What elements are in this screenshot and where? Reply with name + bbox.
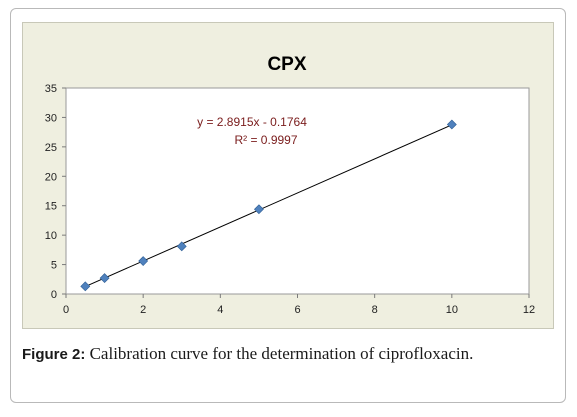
y-tick-label: 5 [51,260,57,272]
y-tick-label: 0 [51,289,57,301]
x-tick-label: 10 [446,304,458,316]
caption-label: Figure 2: [22,346,86,363]
caption-text: Calibration curve for the determination … [85,344,474,363]
x-tick-label: 4 [217,304,223,316]
y-tick-label: 35 [45,83,57,95]
chart-title: CPX [267,54,306,75]
x-tick-label: 12 [523,304,535,316]
y-tick-label: 25 [45,142,57,154]
data-points [80,119,457,292]
figure-caption: Figure 2: Calibration curve for the dete… [22,344,552,364]
x-tick-label: 6 [294,304,300,316]
y-tick-label: 20 [45,171,57,183]
axes: 0 5 10 15 20 25 30 35 0 2 4 6 8 10 12 [45,83,535,316]
data-point [253,204,264,215]
data-point [446,119,457,130]
r-squared-label: R² = 0.9997 [234,133,297,147]
equation-label: y = 2.8915x - 0.1764 [197,115,307,129]
y-tick-label: 30 [45,112,57,124]
data-point [138,256,149,266]
data-point [80,281,91,292]
x-tick-label: 0 [63,304,69,316]
x-tick-label: 2 [140,304,146,316]
data-point [176,241,187,252]
data-point [99,273,110,284]
y-tick-label: 10 [45,230,57,242]
x-tick-label: 8 [372,304,378,316]
y-tick-label: 15 [45,201,57,213]
